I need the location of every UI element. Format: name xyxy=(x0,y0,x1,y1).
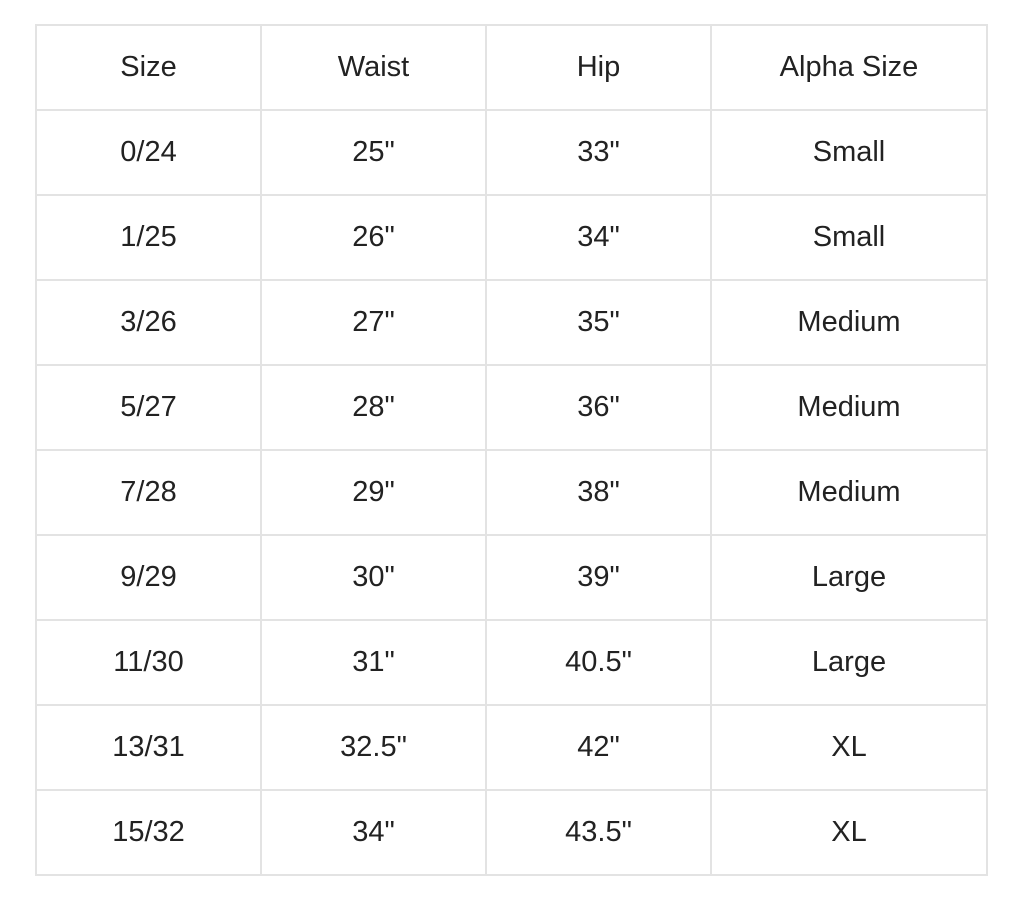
cell-waist: 32.5" xyxy=(260,704,487,791)
cell-waist: 30" xyxy=(260,534,487,621)
header-alpha-size: Alpha Size xyxy=(710,24,988,111)
cell-hip: 35" xyxy=(485,279,712,366)
cell-size: 5/27 xyxy=(35,364,262,451)
cell-size: 3/26 xyxy=(35,279,262,366)
cell-alpha-size: Medium xyxy=(710,364,988,451)
cell-alpha-size: XL xyxy=(710,789,988,876)
cell-hip: 43.5" xyxy=(485,789,712,876)
table-row: 15/32 34" 43.5" XL xyxy=(35,789,988,876)
cell-size: 15/32 xyxy=(35,789,262,876)
cell-alpha-size: Large xyxy=(710,619,988,706)
cell-alpha-size: Small xyxy=(710,194,988,281)
table-row: 7/28 29" 38" Medium xyxy=(35,449,988,536)
cell-hip: 40.5" xyxy=(485,619,712,706)
table-row: 0/24 25" 33" Small xyxy=(35,109,988,196)
cell-hip: 42" xyxy=(485,704,712,791)
header-hip: Hip xyxy=(485,24,712,111)
cell-waist: 28" xyxy=(260,364,487,451)
cell-size: 1/25 xyxy=(35,194,262,281)
cell-hip: 38" xyxy=(485,449,712,536)
table-row: 5/27 28" 36" Medium xyxy=(35,364,988,451)
cell-waist: 29" xyxy=(260,449,487,536)
cell-hip: 34" xyxy=(485,194,712,281)
size-chart-table: Size Waist Hip Alpha Size 0/24 25" 33" Smal… xyxy=(35,24,988,876)
cell-size: 9/29 xyxy=(35,534,262,621)
header-waist: Waist xyxy=(260,24,487,111)
header-row: Size Waist Hip Alpha Size xyxy=(35,24,988,111)
cell-size: 11/30 xyxy=(35,619,262,706)
cell-hip: 36" xyxy=(485,364,712,451)
cell-alpha-size: Large xyxy=(710,534,988,621)
table-row: 11/30 31" 40.5" Large xyxy=(35,619,988,706)
cell-alpha-size: Medium xyxy=(710,279,988,366)
cell-waist: 25" xyxy=(260,109,487,196)
cell-hip: 33" xyxy=(485,109,712,196)
table-row: 9/29 30" 39" Large xyxy=(35,534,988,621)
cell-alpha-size: Medium xyxy=(710,449,988,536)
cell-waist: 31" xyxy=(260,619,487,706)
table-row: 13/31 32.5" 42" XL xyxy=(35,704,988,791)
cell-hip: 39" xyxy=(485,534,712,621)
cell-alpha-size: XL xyxy=(710,704,988,791)
cell-waist: 34" xyxy=(260,789,487,876)
table-row: 1/25 26" 34" Small xyxy=(35,194,988,281)
cell-size: 7/28 xyxy=(35,449,262,536)
cell-size: 0/24 xyxy=(35,109,262,196)
cell-waist: 26" xyxy=(260,194,487,281)
cell-alpha-size: Small xyxy=(710,109,988,196)
header-size: Size xyxy=(35,24,262,111)
cell-waist: 27" xyxy=(260,279,487,366)
cell-size: 13/31 xyxy=(35,704,262,791)
table-row: 3/26 27" 35" Medium xyxy=(35,279,988,366)
